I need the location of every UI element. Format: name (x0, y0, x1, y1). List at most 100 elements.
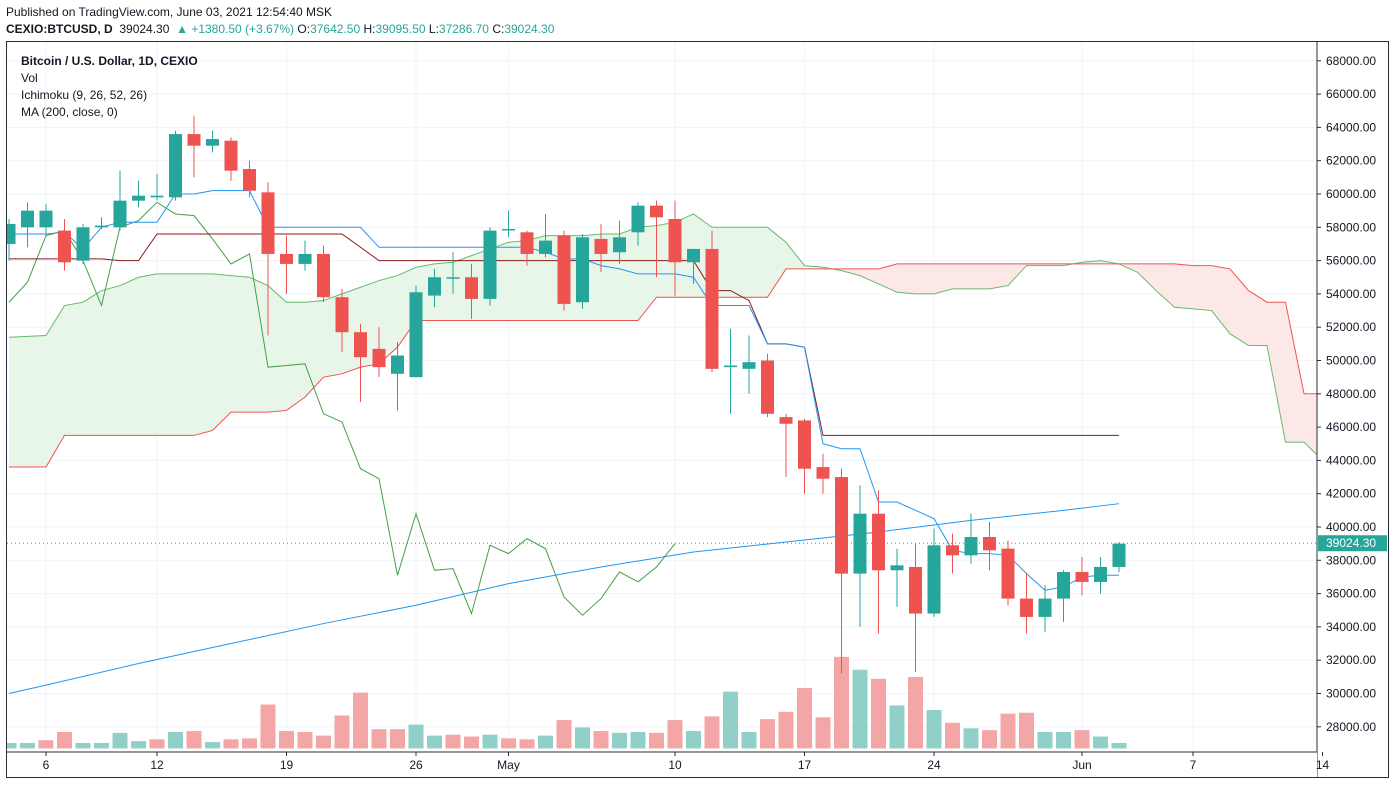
price-tick-label: 44000.00 (1326, 453, 1376, 467)
price-tick-label: 42000.00 (1326, 487, 1376, 501)
cloud-segment (897, 263, 916, 294)
chart-frame[interactable]: 68000.00 66000.00 64000.00 62000.00 60000.00… (6, 41, 1389, 778)
candle (927, 528, 941, 617)
candle (1020, 573, 1033, 634)
candle (76, 223, 90, 264)
volume-bar (260, 704, 276, 749)
cloud-segment (1267, 302, 1286, 443)
candle (946, 533, 959, 574)
cloud-segment (64, 302, 83, 436)
volume-bar (316, 735, 331, 749)
candle (58, 218, 71, 271)
cloud-segment (9, 335, 46, 468)
volume-bar (982, 730, 997, 749)
candle-body (317, 253, 330, 298)
candles (7, 115, 1126, 674)
candle (983, 522, 996, 571)
candle (409, 285, 423, 378)
conversion-line (9, 190, 1119, 591)
time-axis-bg (7, 752, 1317, 777)
candle (150, 174, 164, 201)
candle-body (169, 134, 182, 198)
volume-bar (20, 742, 35, 749)
volume-bar (686, 731, 701, 749)
low-value: 37286.70 (438, 22, 489, 36)
candle-body (446, 277, 460, 279)
candle-body (742, 362, 756, 369)
candle (668, 200, 682, 296)
volume-bar (297, 731, 313, 749)
price-tick-label: 50000.00 (1326, 354, 1376, 368)
candle-body (39, 210, 53, 228)
cloud-segment (138, 273, 157, 436)
candle-body (409, 292, 423, 378)
volume-bar (427, 735, 442, 749)
candle (372, 327, 386, 378)
cloud-segment (952, 263, 971, 289)
candle (224, 137, 238, 181)
candle (631, 202, 645, 246)
time-tick-label: 26 (409, 758, 423, 772)
cloud-segment (249, 277, 268, 413)
candle-body (224, 140, 238, 171)
candle (742, 335, 756, 394)
candle (705, 230, 719, 373)
candle-body (650, 205, 663, 218)
ma200-line (8, 503, 1120, 694)
candle-body (946, 545, 959, 556)
candle-body (243, 169, 256, 191)
volume-bar (630, 731, 646, 749)
candle (354, 323, 367, 403)
candle (909, 543, 922, 672)
volume-bar (667, 720, 683, 749)
price-tick-label: 46000.00 (1326, 420, 1376, 434)
volume-bar (1037, 731, 1053, 749)
candle-body (58, 230, 71, 263)
volume-bar (741, 731, 757, 749)
candle-body (1094, 566, 1107, 582)
candle-body (7, 223, 16, 244)
price-chart[interactable]: 68000.00 66000.00 64000.00 62000.00 60000.00… (7, 42, 1388, 777)
volume-bar (1093, 736, 1108, 749)
high-label: H: (363, 22, 376, 36)
cloud-segment (268, 285, 287, 413)
volume-bar (1019, 712, 1034, 749)
candle-body (132, 195, 145, 201)
candle-body (557, 235, 571, 304)
cloud-segment (434, 262, 453, 321)
volume-bar (7, 742, 17, 749)
candle-body (298, 253, 312, 264)
candle-body (1001, 548, 1015, 599)
candle (1001, 540, 1015, 606)
candle-body (21, 210, 34, 228)
volume-bar (649, 732, 664, 749)
candle (835, 468, 848, 674)
price-tick-label: 30000.00 (1326, 687, 1376, 701)
price-tick-label: 38000.00 (1326, 553, 1376, 567)
cloud-segment (101, 285, 120, 436)
volume-bar (593, 731, 609, 749)
candle (594, 223, 608, 273)
cloud-segment (860, 268, 879, 284)
close-label: C: (492, 22, 505, 36)
candle-body (261, 192, 275, 254)
candle (779, 413, 793, 478)
candle (465, 263, 478, 319)
price-tick-label: 68000.00 (1326, 54, 1376, 68)
price-tick-label: 40000.00 (1326, 520, 1376, 534)
change-value: +1380.50 (+3.67%) (191, 22, 295, 36)
volume-bar (1000, 713, 1016, 749)
cloud-segment (934, 263, 953, 294)
candle-body (465, 277, 478, 299)
time-tick-label: 24 (927, 758, 941, 772)
candle (7, 218, 16, 261)
candle (1038, 585, 1052, 632)
low-label: L: (428, 22, 439, 36)
volume-bar (75, 742, 91, 749)
legend-ichimoku: Ichimoku (9, 26, 52, 26) (21, 88, 148, 102)
candle-body (872, 513, 885, 571)
leading-span-b-line (9, 263, 1341, 468)
volume-bar (371, 729, 387, 749)
candle-body (927, 545, 941, 614)
candle-body (150, 195, 164, 198)
